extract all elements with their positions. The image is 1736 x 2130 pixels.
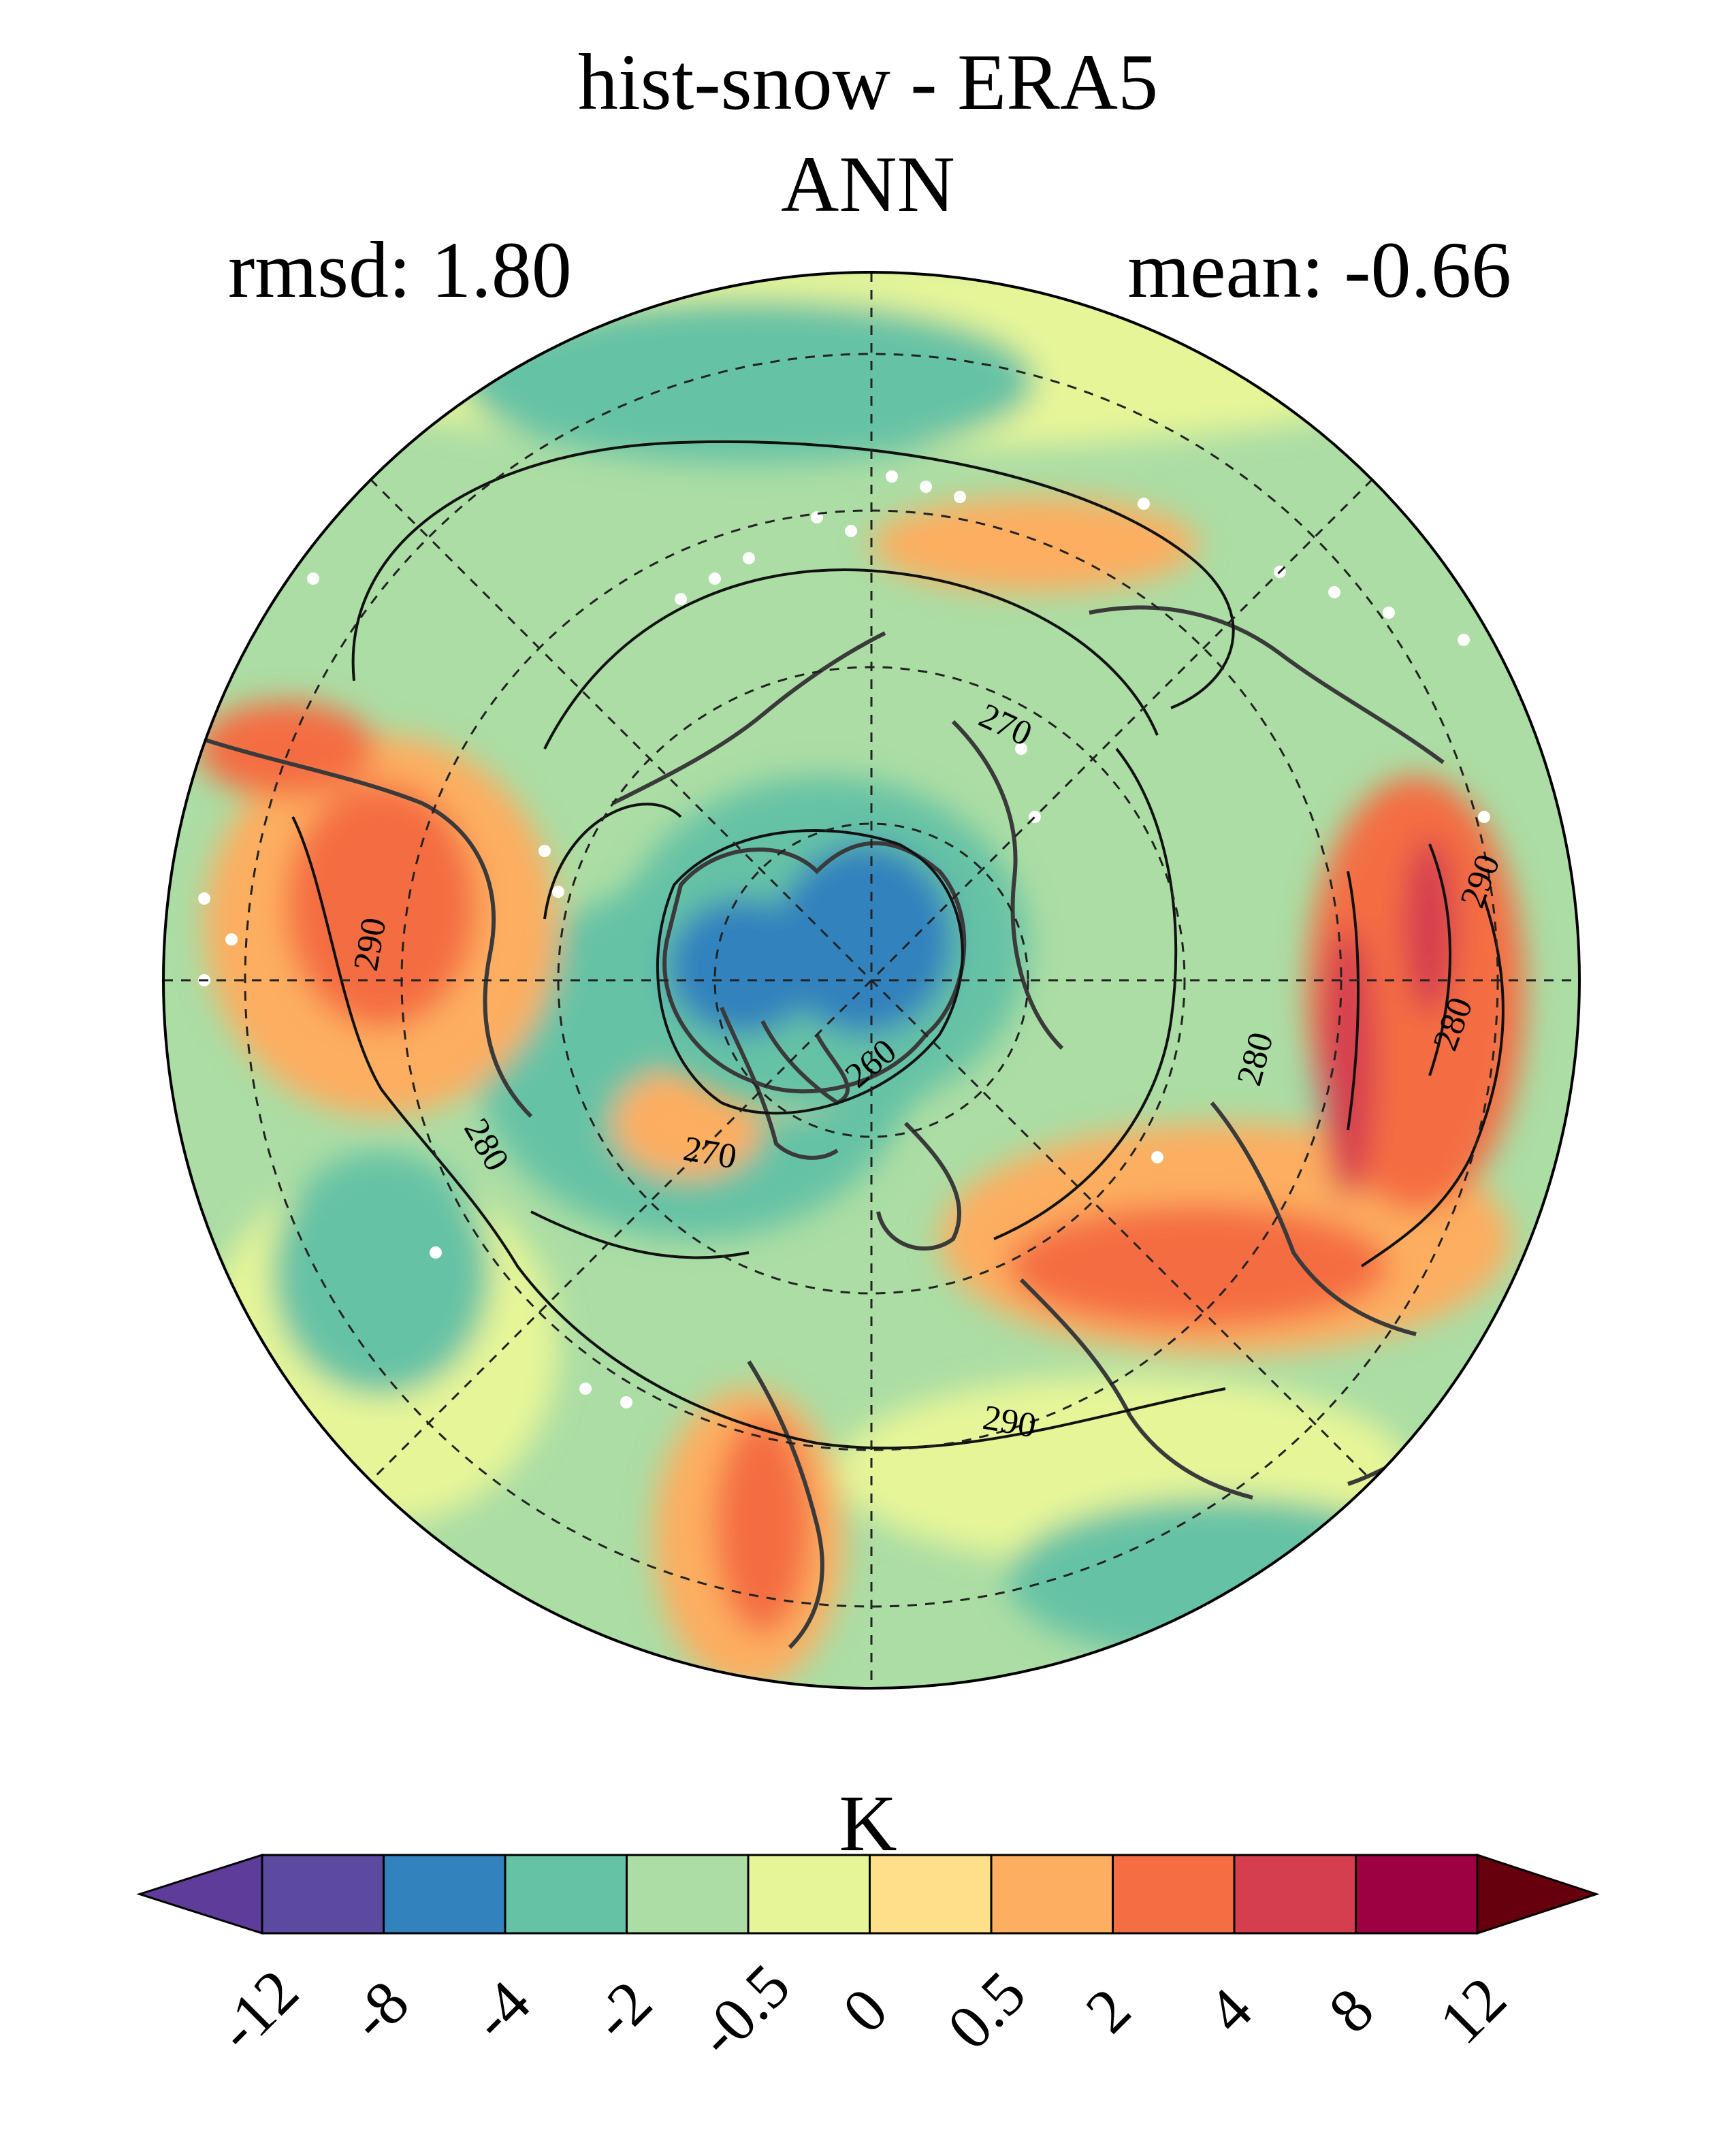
colorbar-segment [990,1854,1114,1935]
map-border [162,271,1581,1690]
colorbar-segment [383,1854,507,1935]
colorbar-tick-label: -12 [204,1956,312,2065]
rmsd-stat: rmsd: 1.80 [228,225,572,314]
temperature-contours [291,440,1505,1450]
colorbar-extend-low [136,1853,263,1935]
colorbar-tick-label: 0.5 [934,1958,1038,2062]
colorbar-tick-label: -2 [579,1967,664,2053]
colorbar-tick-label: -8 [336,1967,421,2053]
colorbar-segment [1355,1854,1479,1935]
colorbar-segment [261,1854,385,1935]
colorbar-tick-label: -0.5 [684,1950,803,2069]
colorbar-tick-label: 2 [1072,1975,1144,2046]
contour-label: 290 [347,915,394,974]
colorbar-segment [1112,1854,1236,1935]
colorbar-tick-label: 8 [1315,1975,1387,2046]
colorbar-tick-label: -4 [457,1967,543,2053]
colorbar-segment [869,1854,993,1935]
anomaly-field [163,272,1579,1688]
contour-label: 270 [681,1129,740,1177]
map-title: hist-snow - ERA5 [577,37,1159,127]
coastlines [190,605,1472,1649]
polar-map: 270 290 280 260 270 280 290 280 290 [162,271,1581,1690]
colorbar-unit: K [839,1779,897,1868]
contour-label: 290 [980,1398,1040,1446]
colorbar-tick-label: 0 [829,1975,901,2046]
graticule [163,272,1579,1688]
colorbar-segment [626,1854,750,1935]
colorbar-segment [747,1854,871,1935]
colorbar-tick-label: 4 [1194,1975,1266,2046]
season-label: ANN [781,140,955,229]
colorbar-segment [504,1854,628,1935]
colorbar-tick-label: 12 [1426,1963,1519,2056]
colorbar-extend-high [1476,1853,1600,1935]
colorbar-segment [1233,1854,1357,1935]
mean-stat: mean: -0.66 [1127,225,1511,314]
